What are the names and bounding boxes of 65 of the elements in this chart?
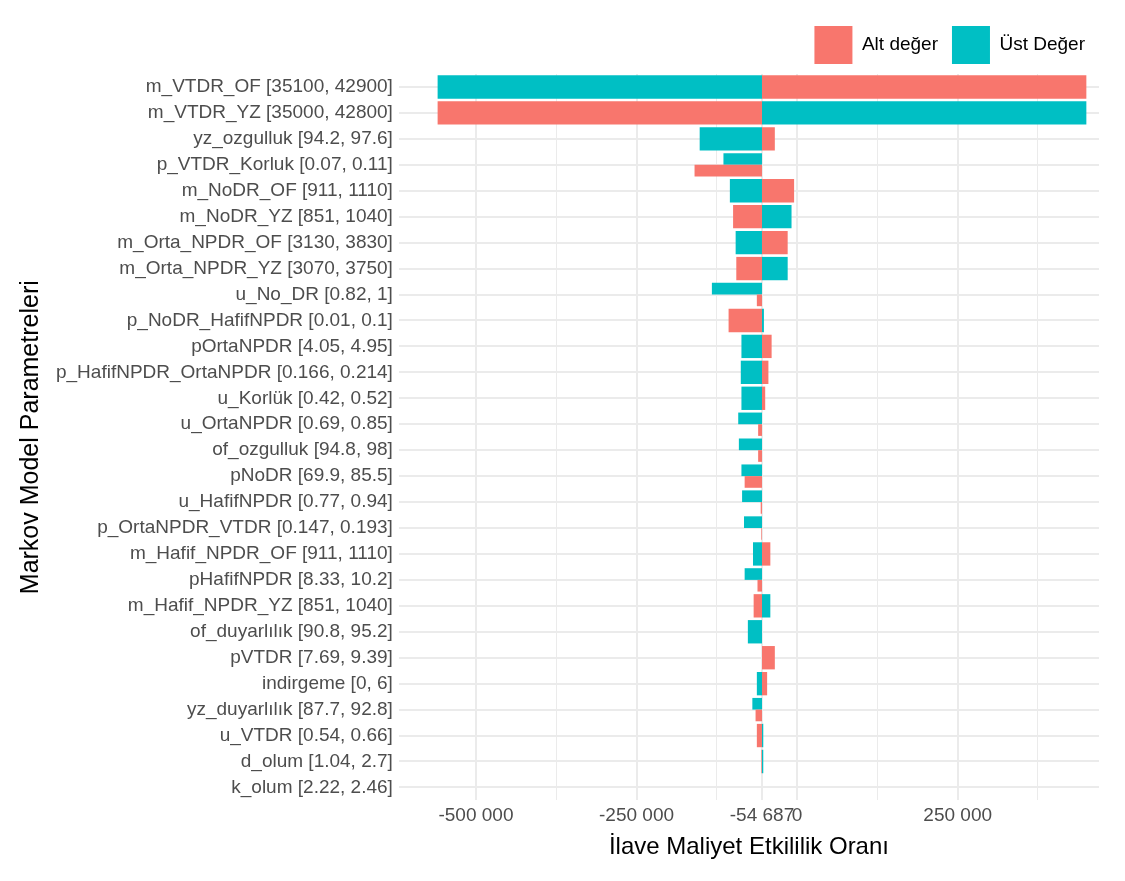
- bar: [761, 256, 788, 281]
- y-tick-label: yz_ozgulluk [94.2, 97.6]: [193, 127, 393, 150]
- x-axis-title: İlave Maliyet Etkililik Oranı: [608, 832, 889, 860]
- y-tick-label: indirgeme [0, 6]: [261, 671, 393, 693]
- y-tick-label: k_olum [2.22, 2.46]: [231, 775, 393, 798]
- bar: [437, 101, 762, 125]
- bar: [756, 671, 762, 696]
- x-tick-label: -250 000: [599, 804, 675, 826]
- y-tick-label: of_ozgulluk [94.8, 98]: [212, 438, 393, 461]
- bar: [761, 127, 775, 151]
- y-tick-label: u_No_DR [0.82, 1]: [235, 282, 393, 305]
- legend-label: Alt değer: [861, 33, 939, 55]
- y-tick-label: pOrtaNPDR [4.05, 4.95]: [191, 334, 393, 356]
- y-tick-label: p_NoDR_HafifNPDR [0.01, 0.1]: [126, 308, 393, 331]
- y-tick-label: m_NoDR_YZ [851, 1040]: [179, 204, 393, 227]
- bar: [747, 620, 762, 644]
- y-tick-label: pHafifNPDR [8.33, 10.2]: [189, 568, 393, 590]
- y-tick-label: m_Orta_NPDR_YZ [3070, 3750]: [119, 256, 393, 279]
- bar: [761, 386, 766, 410]
- y-tick-label: u_OrtaNPDR [0.69, 0.85]: [180, 412, 393, 435]
- y-tick-label: u_VTDR [0.54, 0.66]: [219, 723, 393, 746]
- y-tick-label: pNoDR [69.9, 85.5]: [230, 464, 393, 486]
- y-tick-label: yz_duyarlılık [87.7, 92.8]: [186, 697, 393, 720]
- x-tick-label: 250 000: [923, 804, 993, 826]
- y-tick-label: m_VTDR_OF [35100, 42900]: [145, 75, 393, 98]
- y-tick-label: p_OrtaNPDR_VTDR [0.147, 0.193]: [97, 516, 393, 539]
- bar: [761, 671, 768, 696]
- y-tick-label: m_VTDR_YZ [35000, 42800]: [147, 101, 393, 124]
- legend-label: Üst Değer: [999, 33, 1086, 55]
- bar: [761, 594, 771, 618]
- y-tick-label: u_HafifNPDR [0.77, 0.94]: [178, 490, 393, 513]
- bar: [736, 256, 762, 281]
- bar: [753, 594, 762, 618]
- y-tick-label: d_olum [1.04, 2.7]: [240, 749, 393, 772]
- y-tick-label: of_duyarlılık [90.8, 95.2]: [190, 620, 393, 643]
- bar: [699, 127, 762, 151]
- bar: [761, 360, 769, 385]
- y-tick-label: m_Hafif_NPDR_YZ [851, 1040]: [127, 594, 393, 617]
- bar: [752, 542, 762, 566]
- bar: [761, 542, 771, 566]
- bar: [761, 101, 1087, 125]
- bar: [437, 75, 762, 99]
- y-tick-label: m_NoDR_OF [911, 1110]: [181, 178, 393, 201]
- bar: [761, 334, 772, 359]
- bar: [756, 723, 762, 748]
- bar: [728, 308, 762, 333]
- y-tick-label: p_HafifNPDR_OrtaNPDR [0.166, 0.214]: [55, 360, 393, 383]
- x-tick-label: -500 000: [438, 804, 514, 826]
- bar: [729, 179, 762, 203]
- bar: [761, 179, 795, 203]
- bar: [761, 205, 792, 229]
- y-tick-label: m_Hafif_NPDR_OF [911, 1110]: [129, 542, 393, 565]
- bar: [741, 386, 762, 410]
- y-tick-label: p_VTDR_Korluk [0.07, 0.11]: [156, 153, 393, 176]
- bar: [761, 230, 788, 255]
- bar: [733, 205, 762, 229]
- bar: [735, 230, 762, 255]
- y-tick-label: pVTDR [7.69, 9.39]: [230, 645, 393, 667]
- y-tick-label: m_Orta_NPDR_OF [3130, 3830]: [117, 230, 393, 253]
- y-axis-title: Markov Model Parametreleri: [14, 280, 43, 595]
- y-tick-label: u_Korlük [0.42, 0.52]: [217, 386, 393, 409]
- bar: [761, 75, 1087, 99]
- bar: [740, 360, 762, 385]
- bar: [741, 334, 762, 359]
- bar: [761, 646, 775, 670]
